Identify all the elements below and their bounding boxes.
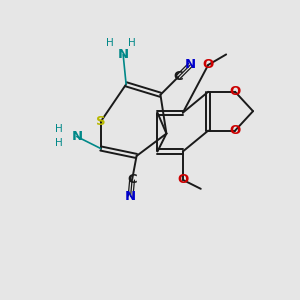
Text: O: O bbox=[230, 85, 241, 98]
Text: C: C bbox=[174, 70, 183, 83]
Text: N: N bbox=[125, 190, 136, 203]
Text: O: O bbox=[177, 173, 188, 186]
Text: S: S bbox=[96, 115, 106, 128]
Text: N: N bbox=[185, 58, 196, 71]
Text: H: H bbox=[55, 124, 63, 134]
Text: C: C bbox=[127, 173, 137, 186]
Text: O: O bbox=[230, 124, 241, 137]
Text: H: H bbox=[106, 38, 114, 47]
Text: H: H bbox=[55, 137, 63, 148]
Text: H: H bbox=[128, 38, 136, 47]
Text: O: O bbox=[202, 58, 214, 71]
Text: N: N bbox=[71, 130, 82, 143]
Text: N: N bbox=[118, 48, 129, 61]
